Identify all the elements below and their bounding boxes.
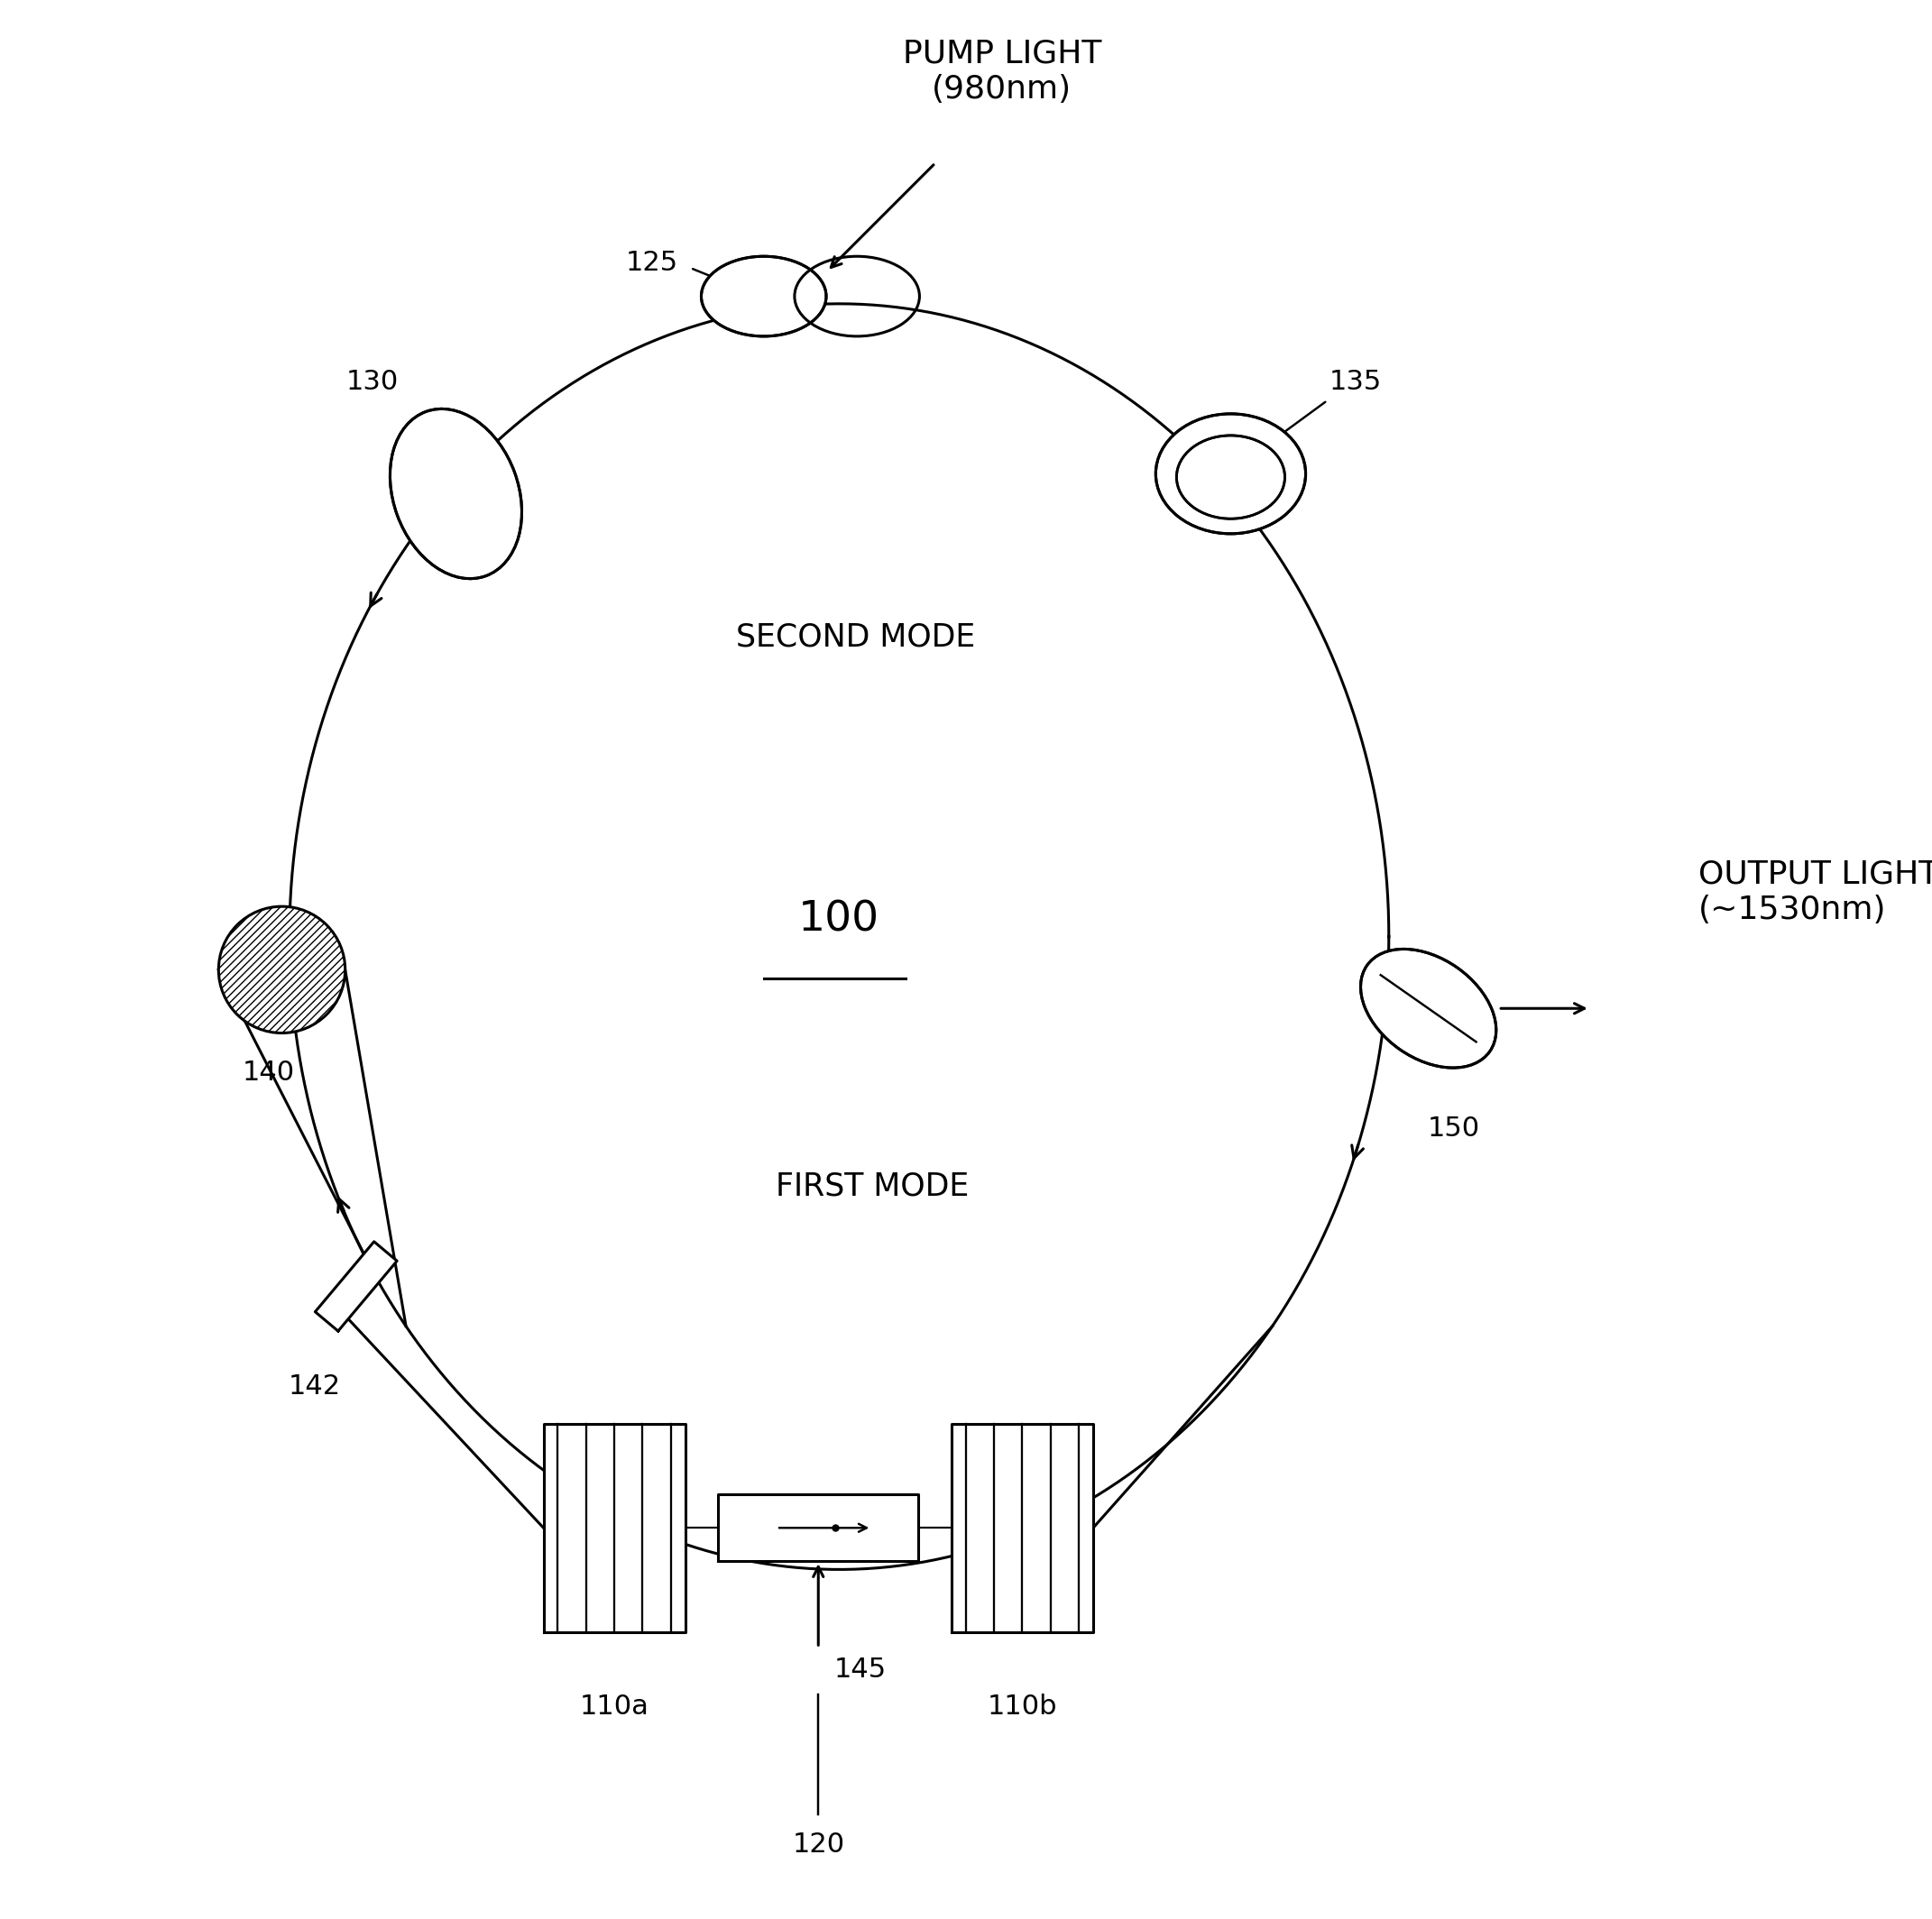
Text: 110a: 110a xyxy=(580,1694,649,1719)
Text: 110b: 110b xyxy=(987,1694,1057,1719)
Polygon shape xyxy=(952,1424,1094,1631)
Text: OUTPUT LIGHT
(~1530nm): OUTPUT LIGHT (~1530nm) xyxy=(1698,858,1932,925)
Text: 140: 140 xyxy=(242,1059,296,1086)
Ellipse shape xyxy=(1177,436,1285,518)
Text: 100: 100 xyxy=(798,900,879,940)
Ellipse shape xyxy=(218,906,346,1032)
Text: 125: 125 xyxy=(626,249,678,276)
Text: FIRST MODE: FIRST MODE xyxy=(777,1171,970,1201)
Ellipse shape xyxy=(701,257,827,336)
Text: 130: 130 xyxy=(346,368,398,395)
Polygon shape xyxy=(543,1424,686,1631)
Text: 135: 135 xyxy=(1329,368,1381,395)
Text: 120: 120 xyxy=(792,1831,844,1858)
Text: SECOND MODE: SECOND MODE xyxy=(736,622,976,652)
Ellipse shape xyxy=(390,409,522,580)
Ellipse shape xyxy=(1360,950,1495,1067)
Ellipse shape xyxy=(1155,415,1306,533)
Polygon shape xyxy=(315,1242,396,1332)
Text: 150: 150 xyxy=(1428,1115,1480,1142)
Polygon shape xyxy=(719,1495,918,1562)
Text: PUMP LIGHT
(980nm): PUMP LIGHT (980nm) xyxy=(902,38,1101,106)
Text: 142: 142 xyxy=(288,1374,340,1399)
Text: 145: 145 xyxy=(835,1656,887,1683)
